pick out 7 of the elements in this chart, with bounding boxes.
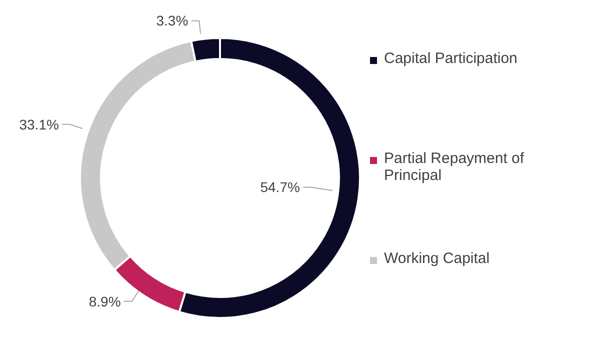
legend-label: Partial Repayment of Principal — [384, 150, 526, 184]
data-label: 33.1% — [19, 116, 59, 132]
legend-label: Capital Participation — [384, 50, 518, 67]
data-label: 3.3% — [156, 12, 188, 29]
legend-label: Working Capital — [384, 250, 490, 267]
data-label: 8.9% — [88, 293, 121, 310]
data-label: 54.7% — [260, 179, 300, 196]
